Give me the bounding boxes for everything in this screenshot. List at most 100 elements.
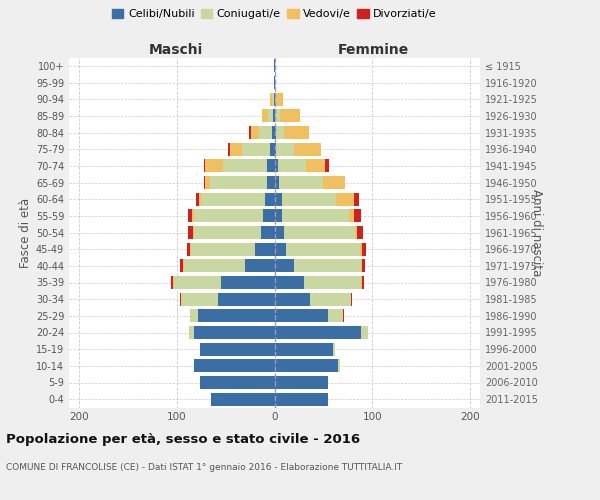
Bar	[245, 260, 275, 272]
Bar	[361, 326, 368, 339]
Bar	[275, 110, 280, 122]
Bar	[361, 276, 362, 289]
Bar	[304, 276, 361, 289]
Bar	[227, 142, 230, 156]
Bar	[210, 176, 266, 189]
Text: Maschi: Maschi	[149, 42, 203, 56]
Bar	[325, 160, 329, 172]
Bar	[190, 310, 198, 322]
Legend: Celibi/Nubili, Coniugati/e, Vedovi/e, Divorziati/e: Celibi/Nubili, Coniugati/e, Vedovi/e, Di…	[112, 9, 437, 19]
Bar	[223, 160, 266, 172]
Bar	[269, 142, 275, 156]
Bar	[187, 242, 190, 256]
Bar	[218, 292, 275, 306]
Bar	[274, 60, 275, 72]
Bar	[196, 192, 199, 205]
Bar	[272, 92, 274, 106]
Bar	[283, 210, 349, 222]
Bar	[362, 242, 365, 256]
Bar	[221, 276, 275, 289]
Bar	[275, 126, 277, 139]
Bar	[205, 176, 210, 189]
Bar	[275, 326, 361, 339]
Bar	[263, 210, 275, 222]
Bar	[198, 310, 275, 322]
Bar	[193, 226, 194, 239]
Bar	[274, 92, 275, 106]
Bar	[265, 192, 275, 205]
Bar	[199, 192, 201, 205]
Y-axis label: Fasce di età: Fasce di età	[19, 198, 32, 268]
Bar	[211, 392, 275, 406]
Bar	[184, 260, 245, 272]
Bar	[200, 342, 275, 355]
Bar	[259, 126, 272, 139]
Bar	[268, 110, 272, 122]
Bar	[194, 360, 275, 372]
Bar	[275, 160, 278, 172]
Bar	[275, 360, 338, 372]
Bar	[194, 210, 263, 222]
Bar	[274, 76, 275, 89]
Bar	[204, 176, 205, 189]
Bar	[310, 292, 351, 306]
Bar	[323, 176, 345, 189]
Bar	[277, 126, 284, 139]
Bar	[284, 126, 309, 139]
Bar	[294, 260, 361, 272]
Bar	[362, 276, 364, 289]
Bar	[188, 210, 193, 222]
Bar	[336, 192, 354, 205]
Bar	[275, 142, 277, 156]
Bar	[280, 110, 300, 122]
Bar	[354, 192, 359, 205]
Bar	[275, 310, 328, 322]
Bar	[333, 342, 335, 355]
Bar	[173, 276, 174, 289]
Bar	[204, 160, 205, 172]
Text: COMUNE DI FRANCOLISE (CE) - Dati ISTAT 1° gennaio 2016 - Elaborazione TUTTITALIA: COMUNE DI FRANCOLISE (CE) - Dati ISTAT 1…	[6, 462, 402, 471]
Bar	[275, 226, 284, 239]
Bar	[359, 242, 362, 256]
Bar	[351, 292, 352, 306]
Bar	[249, 126, 251, 139]
Bar	[361, 260, 362, 272]
Bar	[174, 276, 221, 289]
Bar	[179, 260, 184, 272]
Bar	[190, 242, 191, 256]
Bar	[328, 310, 343, 322]
Text: Popolazione per età, sesso e stato civile - 2016: Popolazione per età, sesso e stato civil…	[6, 432, 360, 446]
Bar	[262, 110, 268, 122]
Bar	[278, 160, 306, 172]
Bar	[242, 142, 269, 156]
Bar	[205, 160, 223, 172]
Text: Femmine: Femmine	[338, 42, 409, 56]
Bar	[275, 376, 328, 389]
Bar	[306, 160, 325, 172]
Bar	[272, 110, 275, 122]
Bar	[280, 176, 323, 189]
Bar	[343, 310, 344, 322]
Bar	[261, 226, 275, 239]
Bar	[275, 192, 283, 205]
Bar	[294, 142, 322, 156]
Bar	[275, 292, 310, 306]
Bar	[338, 360, 340, 372]
Bar	[275, 260, 294, 272]
Bar	[251, 126, 259, 139]
Bar	[275, 392, 328, 406]
Bar	[266, 176, 275, 189]
Bar	[277, 142, 294, 156]
Bar	[275, 276, 304, 289]
Bar	[230, 142, 242, 156]
Bar	[266, 160, 275, 172]
Bar	[200, 376, 275, 389]
Bar	[286, 242, 359, 256]
Bar	[255, 242, 275, 256]
Bar	[188, 226, 193, 239]
Bar	[190, 326, 194, 339]
Bar	[356, 226, 362, 239]
Bar	[191, 242, 255, 256]
Bar	[283, 192, 336, 205]
Bar	[269, 92, 272, 106]
